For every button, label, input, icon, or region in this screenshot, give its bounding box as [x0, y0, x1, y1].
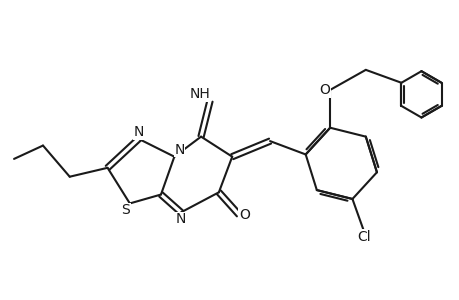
- Text: N: N: [175, 212, 186, 226]
- Text: NH: NH: [189, 87, 209, 101]
- Text: Cl: Cl: [356, 230, 369, 244]
- Text: O: O: [319, 83, 330, 97]
- Text: N: N: [174, 143, 185, 157]
- Text: O: O: [238, 208, 249, 222]
- Text: N: N: [133, 125, 144, 139]
- Text: S: S: [121, 203, 129, 218]
